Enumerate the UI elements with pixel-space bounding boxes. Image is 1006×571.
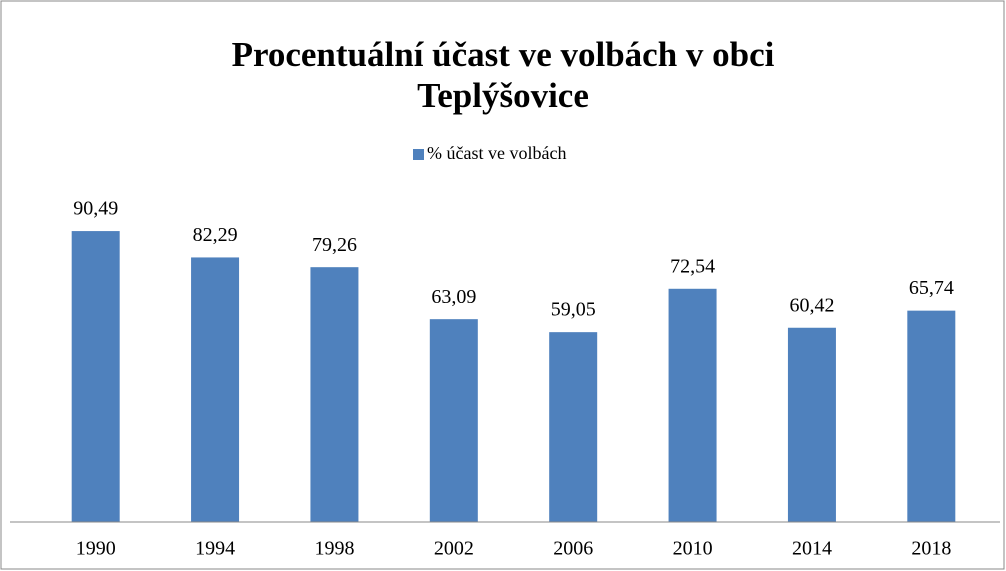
x-tick-label: 2002	[434, 538, 474, 560]
x-tick-label: 2014	[792, 538, 832, 560]
bar	[429, 319, 478, 522]
bar	[668, 288, 717, 522]
x-tick-label: 2006	[553, 538, 593, 560]
x-tick-label: 1990	[76, 538, 116, 560]
data-label: 90,49	[73, 198, 118, 220]
bar	[907, 310, 956, 522]
x-tick-label: 2010	[673, 538, 713, 560]
data-label: 60,42	[789, 294, 834, 316]
bar	[787, 327, 836, 522]
data-label: 72,54	[670, 255, 715, 277]
chart-title: Procentuální účast ve volbách v obci Tep…	[231, 35, 775, 115]
legend-label: % účast ve volbách	[427, 143, 566, 163]
data-label: 65,74	[909, 277, 954, 299]
bar	[310, 267, 359, 522]
bar	[549, 332, 598, 522]
data-label: 79,26	[312, 234, 357, 256]
legend-swatch	[413, 149, 424, 160]
data-label: 82,29	[193, 224, 238, 246]
data-label: 63,09	[431, 286, 476, 308]
x-tick-label: 1998	[314, 538, 354, 560]
bar	[191, 257, 240, 522]
x-tick-label: 1994	[195, 538, 235, 560]
data-label: 59,05	[551, 299, 596, 321]
x-tick-label: 2018	[911, 538, 951, 560]
bar	[71, 231, 120, 522]
